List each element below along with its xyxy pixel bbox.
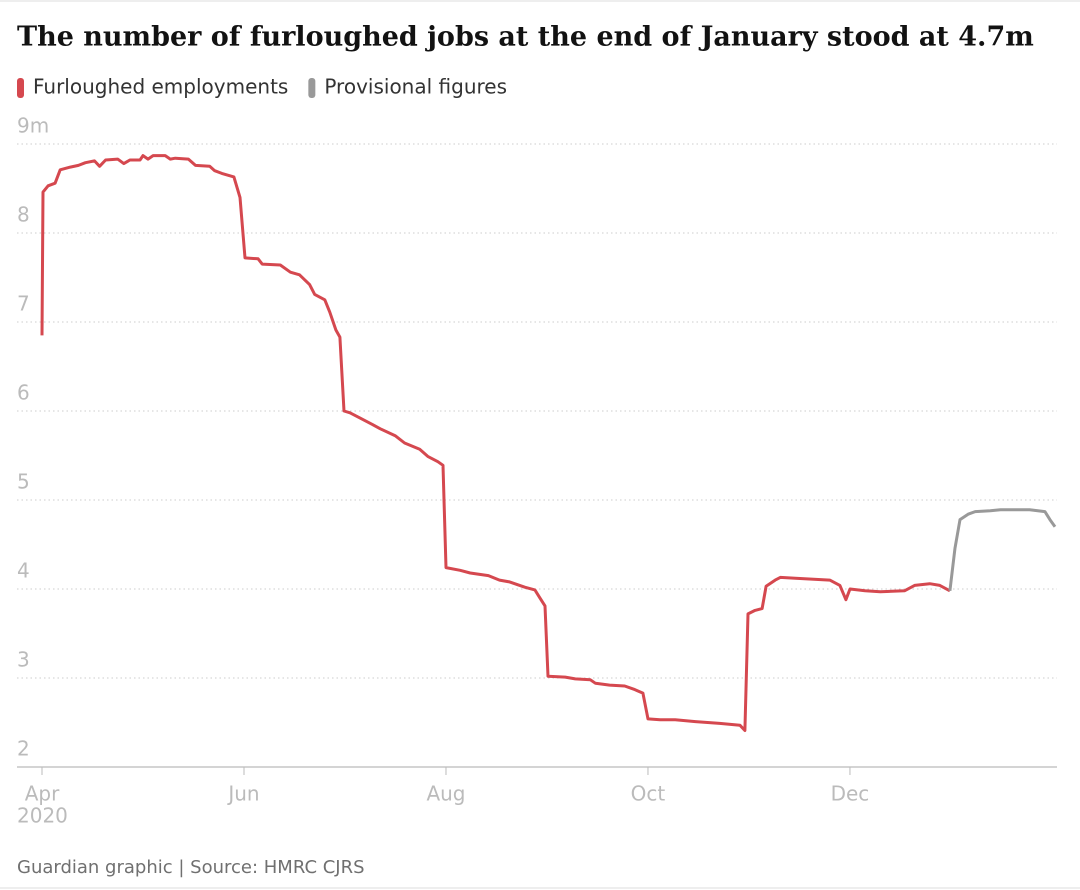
y-tick-label: 4 [17, 559, 30, 583]
y-tick-label: 3 [17, 648, 30, 672]
x-tick-year: 2020 [17, 804, 68, 828]
x-tick-label: Dec [831, 782, 870, 806]
series-line [948, 508, 1057, 591]
x-tick-label: Apr [25, 782, 60, 806]
legend-label: Furloughed employments [33, 75, 288, 99]
y-tick-label: 9m [17, 114, 49, 138]
x-tick-label: Jun [226, 782, 259, 806]
y-tick-label: 8 [17, 203, 30, 227]
source: Guardian graphic | Source: HMRC CJRS [17, 857, 365, 878]
x-tick-label: Aug [426, 782, 465, 806]
y-tick-label: 5 [17, 470, 30, 494]
chart-title: The number of furloughed jobs at the end… [17, 22, 1034, 53]
y-tick-label: 7 [17, 292, 30, 316]
legend-swatch [17, 78, 24, 98]
legend-label: Provisional figures [324, 75, 507, 99]
legend-swatch [308, 78, 316, 98]
series-line [40, 154, 951, 732]
y-tick-label: 6 [17, 381, 30, 405]
x-tick-label: Oct [631, 782, 666, 806]
y-tick-label: 2 [17, 737, 30, 761]
